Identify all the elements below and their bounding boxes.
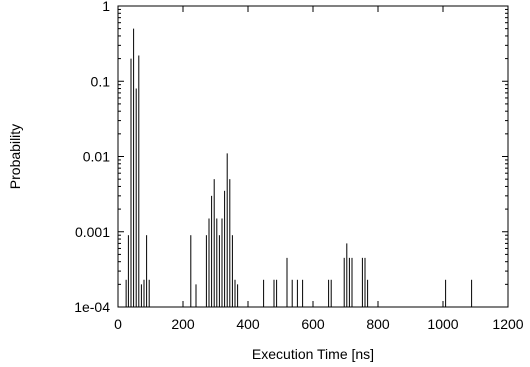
- x-axis-ticks: 0 200 400 600 800 1000 1200: [114, 6, 524, 332]
- x-axis-label: Execution Time [ns]: [252, 346, 374, 362]
- x-tick-label: 1200: [492, 316, 523, 332]
- x-tick-label: 200: [171, 316, 195, 332]
- x-tick-label: 800: [366, 316, 390, 332]
- y-axis-ticks: 1e-04 0.001 0.01 0.1 1: [74, 0, 508, 315]
- y-tick-label: 0.001: [75, 224, 110, 240]
- x-tick-label: 0: [114, 316, 122, 332]
- bar-series: [125, 28, 473, 307]
- y-tick-label: 1: [102, 0, 110, 14]
- y-tick-label: 0.01: [83, 149, 110, 165]
- y-tick-label: 0.1: [91, 73, 111, 89]
- x-tick-label: 1000: [427, 316, 458, 332]
- x-tick-label: 400: [236, 316, 260, 332]
- y-axis-label: Probability: [7, 124, 23, 189]
- y-tick-label: 1e-04: [74, 299, 110, 315]
- plot-frame: [117, 5, 509, 308]
- x-tick-label: 600: [301, 316, 325, 332]
